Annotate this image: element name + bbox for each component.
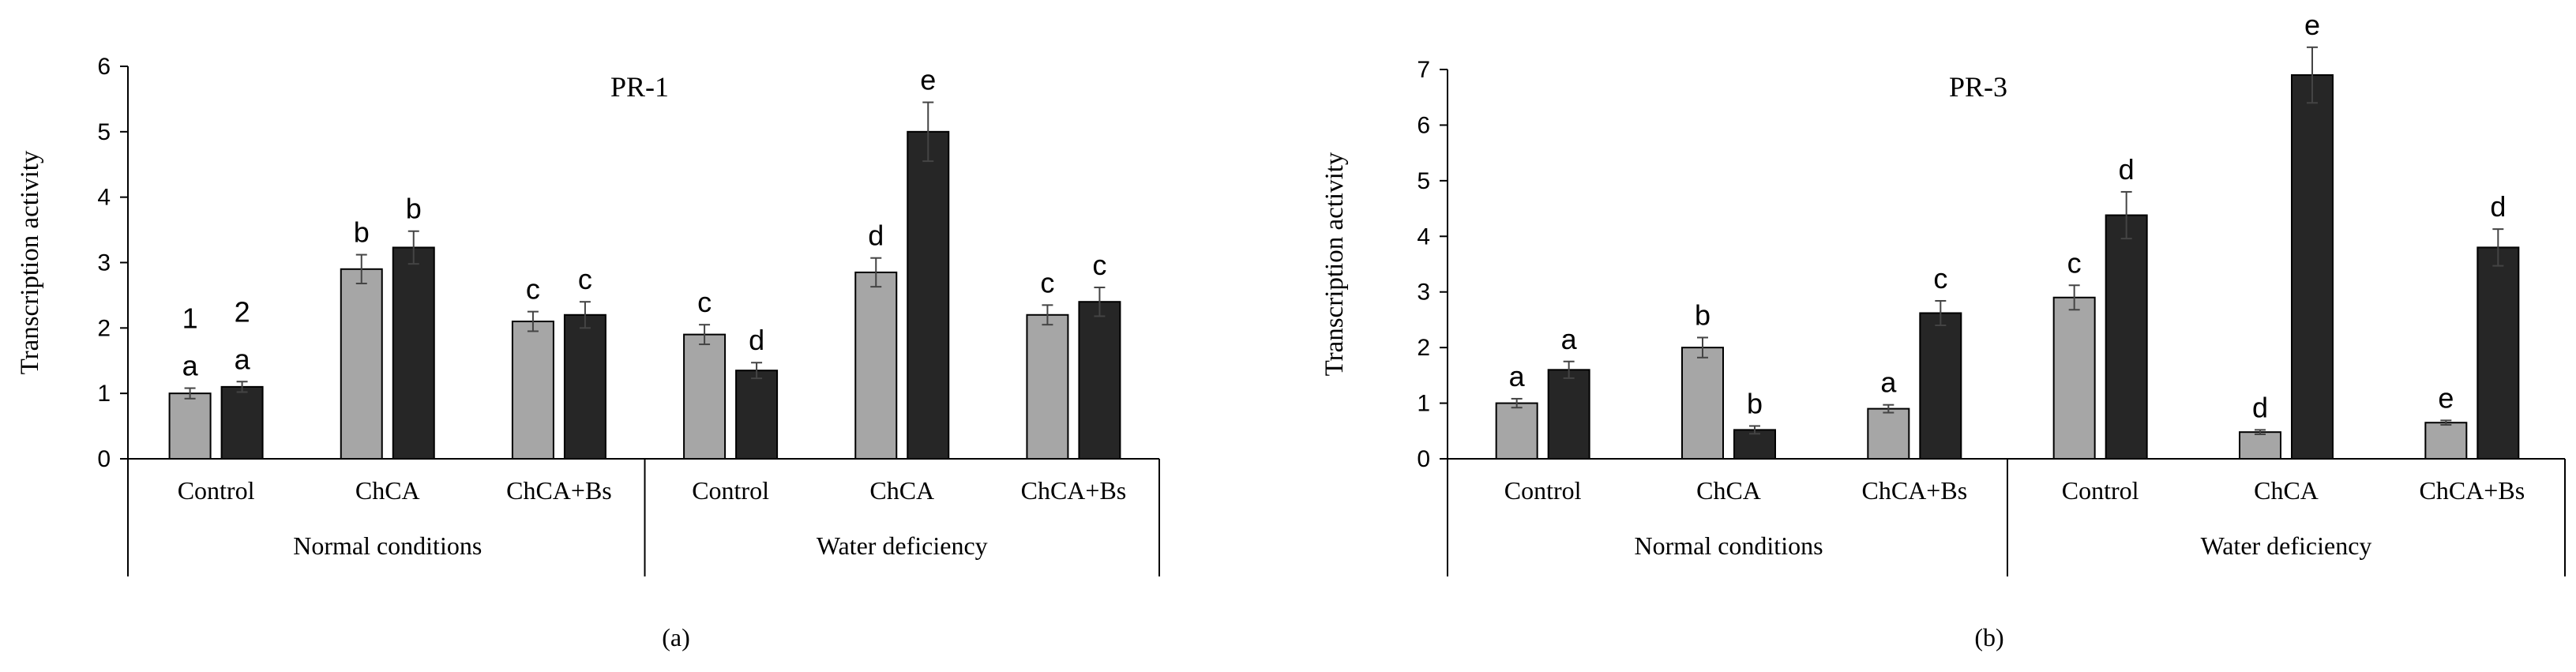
category-label: ChCA+Bs <box>2420 476 2525 505</box>
y-tick-label: 7 <box>1417 57 1430 83</box>
bar-series2 <box>392 246 435 460</box>
bar-series1 <box>1681 347 1724 460</box>
y-tick-label: 0 <box>1417 446 1430 472</box>
significance-letter: b <box>1747 387 1763 419</box>
significance-letter: c <box>526 273 540 306</box>
significance-letter: c <box>2067 246 2082 279</box>
bar-series1 <box>168 392 212 460</box>
category-label: ChCA <box>1696 476 1761 505</box>
bar-series1 <box>2424 422 2468 460</box>
bar-series1 <box>854 271 898 460</box>
category-label: Control <box>178 476 255 505</box>
bar-series1 <box>511 321 554 460</box>
bar-series2 <box>220 385 264 460</box>
bar-series1 <box>2052 296 2096 460</box>
significance-letter: e <box>2438 381 2454 414</box>
bar-series2 <box>907 130 950 460</box>
bar-series2 <box>1733 429 1776 460</box>
chart-title: PR-1 <box>610 71 669 103</box>
bar-series2 <box>2291 74 2334 460</box>
series-label: 2 <box>235 295 250 328</box>
significance-letter: a <box>235 343 251 375</box>
y-tick-label: 2 <box>1417 335 1430 361</box>
significance-letter: d <box>868 220 884 252</box>
bar-series2 <box>563 313 606 460</box>
chart-title: PR-3 <box>1949 71 2007 103</box>
significance-letter: c <box>697 286 712 318</box>
significance-letter: a <box>1509 360 1526 392</box>
panel-label: (b) <box>1974 623 2003 651</box>
category-label: ChCA <box>2254 476 2319 505</box>
bar-series2 <box>1547 369 1590 460</box>
bar-series2 <box>735 370 779 460</box>
bar-series2 <box>2476 246 2520 460</box>
significance-letter: a <box>182 350 199 382</box>
significance-letter: c <box>1040 266 1054 298</box>
series-label: 1 <box>182 302 198 335</box>
category-label: Control <box>2062 476 2139 505</box>
bar-series2 <box>1078 301 1121 460</box>
category-label: ChCA <box>869 476 934 505</box>
bar-series1 <box>2239 431 2281 460</box>
significance-letter: a <box>1880 366 1897 399</box>
y-tick-label: 1 <box>1417 391 1430 417</box>
significance-letter: d <box>2119 153 2135 186</box>
y-tick-label: 5 <box>1417 168 1430 194</box>
category-label: ChCA+Bs <box>506 476 612 505</box>
bar-series1 <box>1026 313 1069 460</box>
significance-letter: c <box>1933 262 1947 295</box>
significance-letter: a <box>1561 323 1578 355</box>
significance-letter: b <box>354 216 370 249</box>
y-axis-label: Transcription activity <box>16 150 44 374</box>
group-label: Normal conditions <box>1634 531 1823 560</box>
significance-letter: b <box>406 193 422 225</box>
bar-series2 <box>1919 312 1962 460</box>
significance-letter: e <box>2304 9 2320 41</box>
y-tick-label: 0 <box>97 446 111 472</box>
y-tick-label: 1 <box>97 381 111 407</box>
bar-series1 <box>1867 407 1910 460</box>
y-tick-label: 5 <box>97 119 111 145</box>
y-tick-label: 3 <box>97 250 111 276</box>
bar-series1 <box>340 268 383 460</box>
group-label: Normal conditions <box>293 531 482 560</box>
panel-b: 0 1 2 3 4 5 6 7 Transcription activity Control ChC… <box>1320 9 2566 651</box>
category-label: Control <box>692 476 769 505</box>
y-tick-label: 3 <box>1417 280 1430 306</box>
significance-letter: d <box>2252 391 2268 423</box>
category-label: ChCA+Bs <box>1862 476 1968 505</box>
significance-letter: e <box>920 64 936 96</box>
bar-series1 <box>683 333 727 460</box>
panel-a: 0 1 2 3 4 5 6 Transcription activity Control ChCA… <box>16 54 1160 651</box>
category-label: Control <box>1504 476 1582 505</box>
significance-letter: d <box>749 324 764 356</box>
y-tick-label: 6 <box>97 54 111 80</box>
category-label: ChCA+Bs <box>1021 476 1127 505</box>
y-tick-label: 2 <box>97 315 111 341</box>
y-axis-label: Transcription activity <box>1320 152 1349 376</box>
y-tick-label: 4 <box>1417 223 1430 250</box>
y-tick-label: 4 <box>97 185 111 211</box>
group-label: Water deficiency <box>817 531 988 560</box>
significance-letter: c <box>1092 249 1106 281</box>
bar-series2 <box>2105 214 2148 460</box>
category-label: ChCA <box>355 476 420 505</box>
panel-label: (a) <box>662 623 690 651</box>
bar-series1 <box>1495 402 1538 460</box>
group-label: Water deficiency <box>2201 531 2372 560</box>
significance-letter: c <box>578 263 592 295</box>
significance-letter: d <box>2490 190 2506 223</box>
y-tick-label: 6 <box>1417 112 1430 138</box>
significance-letter: b <box>1695 298 1710 331</box>
